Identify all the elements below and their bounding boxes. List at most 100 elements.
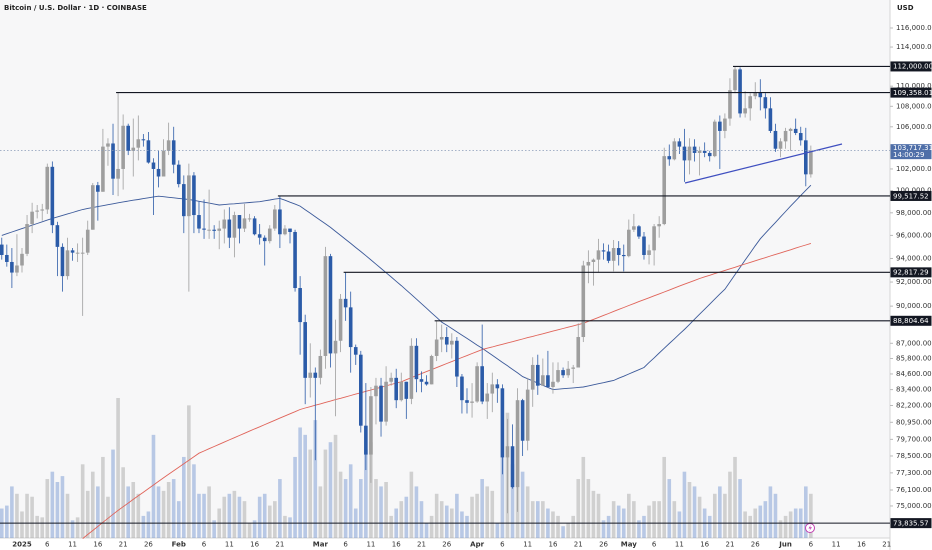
x-tick-label: 2025 [12, 541, 32, 549]
x-tick-label: 21 [417, 541, 426, 549]
level-label: 99,517.52 [893, 192, 929, 200]
candle-body [212, 229, 216, 231]
volume-bar [576, 479, 581, 538]
volume-bar [273, 501, 277, 538]
candle-body [637, 226, 641, 237]
currency-label: USD [897, 4, 914, 12]
volume-bar [303, 434, 307, 538]
candle-body [470, 401, 474, 403]
candle-body [176, 164, 181, 185]
volume-bar [96, 486, 100, 538]
candle-body [490, 384, 495, 394]
volume-bar [278, 479, 282, 538]
volume-bar [611, 501, 616, 538]
candle-body [55, 225, 60, 247]
candle-body [450, 340, 454, 345]
candle-body [369, 396, 373, 455]
volume-bar [389, 515, 393, 538]
candle-body [561, 370, 565, 376]
y-tick-label: 82,200.00 [896, 401, 932, 409]
x-tick-label: 26 [751, 541, 760, 549]
candle-body [809, 150, 813, 175]
candle-body [748, 96, 752, 109]
volume-bar [369, 442, 373, 538]
candle-body [571, 367, 575, 369]
candle-body [596, 250, 601, 260]
candle-body [374, 385, 378, 397]
candle-body [621, 254, 626, 257]
x-tick-label: 16 [549, 541, 558, 549]
volume-bar [293, 456, 297, 538]
volume-bar [758, 505, 763, 538]
candle-body [328, 256, 333, 354]
candle-body [50, 166, 55, 226]
volume-bar [101, 456, 105, 538]
x-tick-label: 6 [652, 541, 657, 549]
volume-bar [80, 464, 85, 538]
volume-bar [738, 479, 742, 538]
candle-body [743, 108, 747, 114]
candle-body [692, 146, 697, 153]
candle-body [566, 368, 570, 376]
volume-bar [662, 456, 667, 538]
level-label: 109,358.01 [893, 89, 932, 97]
volume-bar [384, 482, 388, 538]
candle-body [687, 146, 692, 161]
candle-body [535, 364, 540, 386]
volume-bar [166, 482, 171, 538]
candle-body [65, 250, 70, 277]
y-tick-label: 87,000.00 [896, 339, 932, 347]
volume-bar [318, 486, 323, 538]
volume-bar [55, 482, 60, 538]
candle-body [232, 215, 237, 238]
x-tick-label: Mar [313, 541, 329, 549]
y-tick-label: 80,950.00 [896, 418, 932, 426]
y-tick-label: 78,500.00 [896, 452, 932, 460]
volume-bar [778, 520, 783, 538]
candle-body [379, 385, 383, 422]
volume-bar [601, 520, 606, 538]
candle-body [525, 389, 530, 441]
candle-body [510, 446, 515, 488]
candle-body [768, 108, 773, 131]
x-tick-label: Jun [778, 541, 792, 549]
volume-bar [697, 496, 702, 538]
volume-bar [627, 493, 631, 538]
x-tick-label: 6 [500, 541, 505, 549]
candle-body [298, 288, 302, 323]
candle-body [429, 355, 434, 385]
volume-bar [288, 517, 292, 538]
y-tick-label: 98,000.00 [896, 209, 932, 217]
volume-bar [202, 493, 206, 538]
candle-body [606, 251, 611, 261]
volume-bar [146, 511, 151, 538]
candle-body [353, 347, 358, 355]
candle-body [551, 381, 555, 387]
volume-bar [75, 517, 80, 538]
candle-body [227, 219, 232, 238]
candle-body [460, 376, 464, 401]
volume-bar [556, 515, 560, 538]
candle-body [202, 228, 206, 230]
volume-bar [657, 501, 661, 538]
volume-bar [343, 479, 348, 538]
volume-bar [783, 515, 788, 538]
candle-body [166, 140, 171, 151]
moving-average-line [82, 242, 812, 539]
volume-bar [252, 520, 257, 538]
volume-bar [414, 486, 419, 538]
volume-bar [581, 456, 586, 538]
candle-body [278, 209, 282, 235]
volume-bar [359, 479, 363, 538]
candle-body [399, 381, 404, 401]
volume-bar [192, 464, 196, 538]
y-tick-label: 90,000.00 [896, 302, 932, 310]
candle-body [384, 381, 388, 422]
candle-body [182, 184, 186, 217]
candle-body [546, 375, 550, 387]
volume-bar [10, 486, 14, 538]
event-icon-bolt [808, 524, 812, 532]
volume-bar [20, 511, 24, 538]
candle-body [657, 224, 661, 227]
